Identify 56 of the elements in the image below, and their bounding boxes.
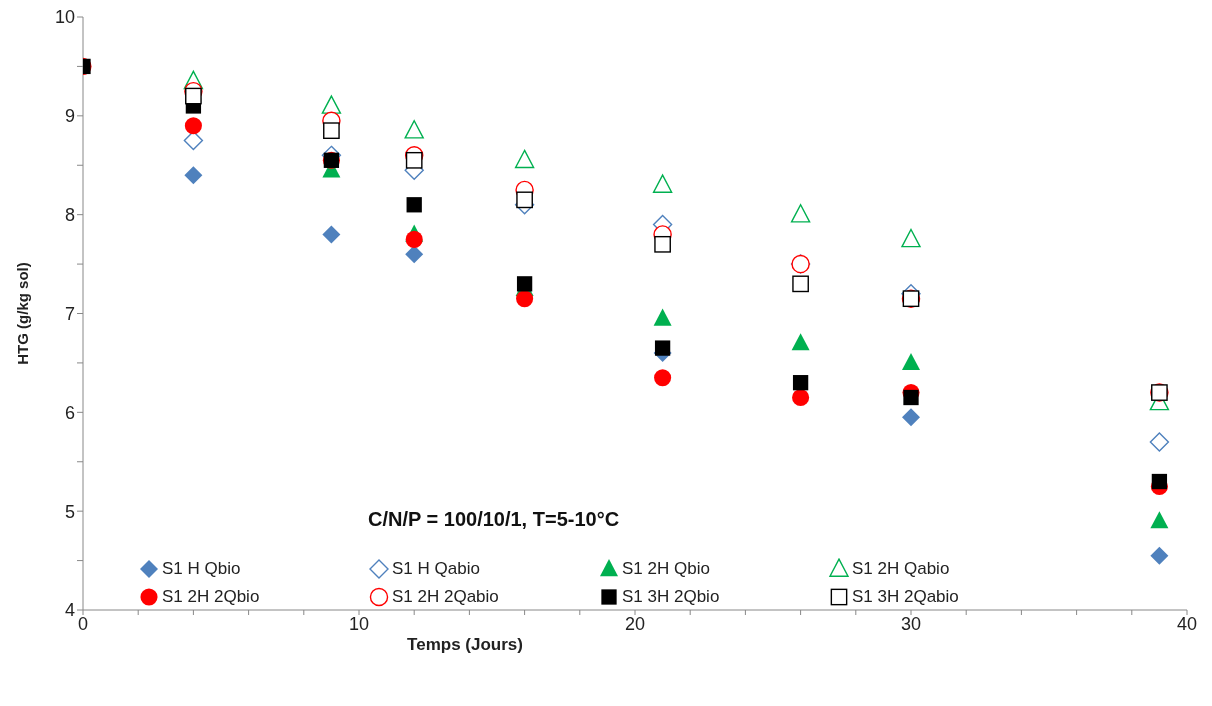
point	[184, 117, 202, 135]
point	[406, 197, 422, 213]
y-tick-label: 9	[64, 106, 75, 127]
point	[902, 353, 920, 371]
y-tick-label: 10	[54, 7, 75, 28]
x-axis-title: Temps (Jours)	[407, 635, 523, 654]
point	[790, 204, 811, 223]
point	[901, 228, 921, 248]
legend-label: S1 H Qabio	[392, 559, 480, 579]
legend-label: S1 2H Qabio	[852, 559, 950, 579]
x-tick-label: 30	[900, 613, 922, 634]
y-tick-label: 5	[64, 501, 75, 522]
x-tick-label: 20	[624, 613, 646, 634]
point	[516, 191, 533, 209]
legend-label: S1 H Qbio	[162, 559, 241, 579]
y-tick-label: 6	[64, 402, 75, 423]
annotation: C/N/P = 100/10/1, T=5-10°C	[368, 508, 620, 531]
point	[654, 369, 672, 387]
point	[791, 333, 810, 351]
point	[1149, 432, 1170, 452]
point	[1150, 546, 1169, 565]
point	[654, 235, 671, 253]
point	[514, 149, 535, 169]
y-tick-label: 7	[64, 303, 75, 324]
point	[792, 275, 809, 293]
point	[902, 408, 920, 427]
point	[405, 151, 423, 169]
legend-label: S1 2H Qbio	[622, 559, 710, 579]
point	[1150, 511, 1169, 529]
point	[323, 122, 340, 140]
point	[653, 308, 672, 326]
point	[322, 225, 341, 244]
point	[184, 166, 203, 185]
point	[903, 389, 919, 406]
legend-label: S1 3H 2Qbio	[622, 587, 720, 607]
y-tick-label: 4	[64, 600, 75, 621]
y-axis-title: HTG (g/kg sol)	[14, 262, 32, 365]
point	[405, 245, 424, 264]
y-tick-label: 8	[64, 205, 75, 226]
point	[516, 290, 534, 308]
point	[792, 375, 809, 391]
legend-label: S1 3H 2Qabio	[852, 587, 959, 607]
point	[185, 87, 202, 105]
x-tick-label: 40	[1176, 613, 1198, 634]
legend-label: S1 2H 2Qabio	[392, 587, 499, 607]
x-tick-label: 10	[348, 613, 370, 634]
point	[516, 276, 533, 292]
point	[404, 120, 424, 139]
x-tick-label: 0	[77, 613, 89, 634]
point	[405, 230, 423, 248]
point	[1151, 473, 1168, 490]
point	[792, 388, 810, 407]
point	[652, 174, 673, 193]
point	[654, 340, 671, 356]
point	[321, 95, 342, 114]
legend-label: S1 2H 2Qbio	[162, 587, 260, 607]
